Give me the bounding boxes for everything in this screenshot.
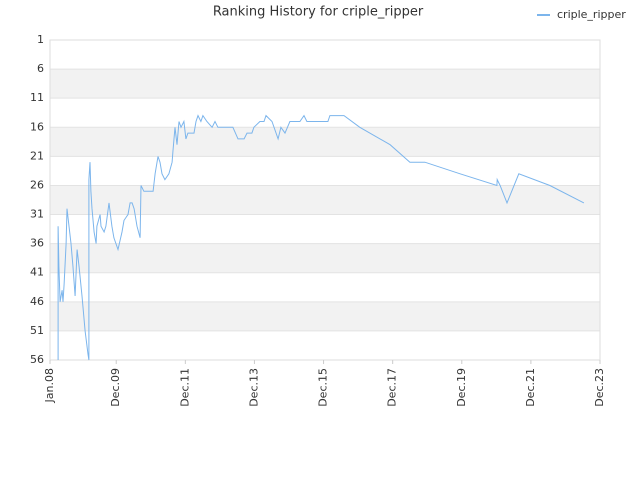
x-tick-label: Dec.19	[455, 368, 468, 407]
y-tick-label: 1	[37, 33, 44, 46]
line	[57, 114, 585, 361]
y-tick-label: 41	[30, 266, 44, 279]
x-tick-label: Dec.17	[386, 368, 399, 407]
chart-title: Ranking History for criple_ripper	[213, 5, 424, 20]
y-tick-label: 31	[30, 208, 44, 221]
band	[50, 243, 600, 273]
x-tick-label: Dec.11	[178, 368, 191, 407]
y-tick-label: 11	[30, 91, 44, 104]
y-tick-label: 16	[30, 120, 44, 133]
y-tick-label: 36	[30, 237, 44, 250]
x-tick-label: Dec.09	[109, 368, 122, 407]
plot-border	[49, 39, 601, 361]
x-tick-label: Jan.08	[43, 368, 56, 403]
band	[50, 69, 600, 99]
x-tick-label: Dec.15	[317, 368, 330, 407]
x-tick-label: Dec.21	[524, 368, 537, 407]
band	[50, 301, 600, 331]
y-tick-label: 6	[37, 62, 44, 75]
legend-label: criple_ripper	[557, 8, 626, 21]
band	[50, 127, 600, 157]
y-tick-label: 46	[30, 295, 44, 308]
band	[50, 185, 600, 215]
y-tick-label: 51	[30, 324, 44, 337]
y-tick-label: 21	[30, 149, 44, 162]
x-tick-label: Dec.23	[593, 368, 606, 407]
y-tick-label: 26	[30, 178, 44, 191]
x-tick-label: Dec.13	[247, 368, 260, 407]
y-tick-label: 56	[30, 353, 44, 366]
